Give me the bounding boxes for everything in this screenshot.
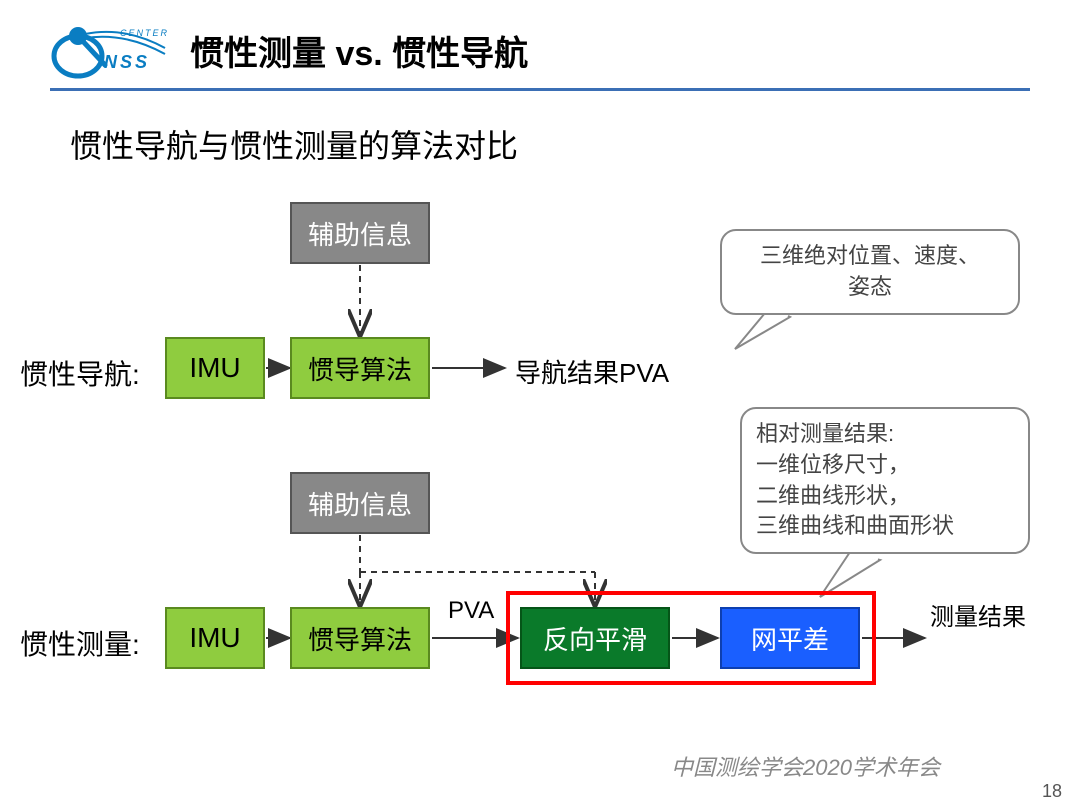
box-alg-1: 惯导算法: [290, 337, 430, 399]
box-smooth: 反向平滑: [520, 607, 670, 669]
svg-text:NSS: NSS: [104, 52, 150, 72]
callout-meas: 相对测量结果:一维位移尺寸，二维曲线形状，三维曲线和曲面形状: [740, 407, 1030, 554]
footer-page-number: 18: [1042, 781, 1062, 802]
box-alg-2: 惯导算法: [290, 607, 430, 669]
box-aux-2: 辅助信息: [290, 472, 430, 534]
row-label-meas: 惯性测量:: [20, 623, 140, 663]
diagram-canvas: 惯性导航: 辅助信息 IMU 惯导算法 导航结果PVA 三维绝对位置、速度、姿态…: [0, 177, 1080, 767]
callout-nav: 三维绝对位置、速度、姿态: [720, 229, 1020, 315]
subtitle: 惯性导航与惯性测量的算法对比: [0, 91, 1080, 177]
row-label-nav: 惯性导航:: [20, 353, 140, 393]
footer-event: 中国测绘学会2020学术年会: [671, 750, 940, 782]
label-nav-output: 导航结果PVA: [515, 353, 669, 390]
label-pva: PVA: [448, 597, 494, 625]
svg-text:CENTER: CENTER: [120, 28, 169, 38]
box-imu-2: IMU: [165, 607, 265, 669]
label-meas-output: 测量结果: [930, 597, 1026, 632]
box-aux-1: 辅助信息: [290, 202, 430, 264]
box-adjust: 网平差: [720, 607, 860, 669]
logo: CENTER NSS: [50, 20, 170, 80]
page-title: 惯性测量 vs. 惯性导航: [190, 26, 528, 75]
box-imu-1: IMU: [165, 337, 265, 399]
